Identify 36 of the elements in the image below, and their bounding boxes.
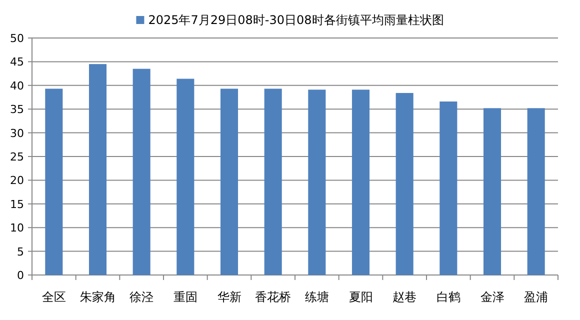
y-tick-label: 10 <box>10 222 24 235</box>
y-tick-label: 0 <box>17 269 24 282</box>
y-tick-label: 40 <box>10 79 24 92</box>
y-tick-label: 15 <box>10 198 24 211</box>
y-tick-label: 25 <box>10 150 24 164</box>
x-tick-label: 徐泾 <box>130 290 154 304</box>
bar <box>308 90 326 275</box>
bar <box>132 68 150 275</box>
bar <box>483 108 502 275</box>
x-tick-label: 夏阳 <box>348 290 373 304</box>
bar <box>45 88 63 275</box>
bar <box>88 64 107 275</box>
bar <box>440 102 458 275</box>
bar <box>264 88 282 275</box>
bar <box>220 88 238 275</box>
bar <box>396 92 414 275</box>
y-tick-label: 5 <box>17 245 24 258</box>
x-tick-label: 重固 <box>173 290 198 304</box>
legend-label: 2025年7月29日08时-30日08时各街镇平均雨量柱状图 <box>148 13 444 27</box>
y-tick-label: 35 <box>10 103 24 116</box>
x-tick-label: 赵巷 <box>392 290 417 304</box>
x-tick-label: 全区 <box>42 290 66 304</box>
x-tick-label: 练塘 <box>304 290 329 304</box>
y-tick-label: 45 <box>10 56 24 69</box>
bar <box>352 90 370 275</box>
x-tick-label: 香花桥 <box>255 290 292 304</box>
x-tick-label: 华新 <box>217 290 242 304</box>
y-tick-label: 20 <box>10 174 24 188</box>
y-tick-label: 50 <box>10 32 24 45</box>
x-tick-label: 朱家角 <box>80 290 116 304</box>
y-tick-label: 30 <box>10 126 24 140</box>
x-tick-label: 盈浦 <box>524 290 548 304</box>
x-tick-label: 白鹤 <box>436 290 460 304</box>
bar <box>176 78 194 275</box>
bar <box>527 108 545 275</box>
x-tick-label: 金泽 <box>480 290 504 304</box>
